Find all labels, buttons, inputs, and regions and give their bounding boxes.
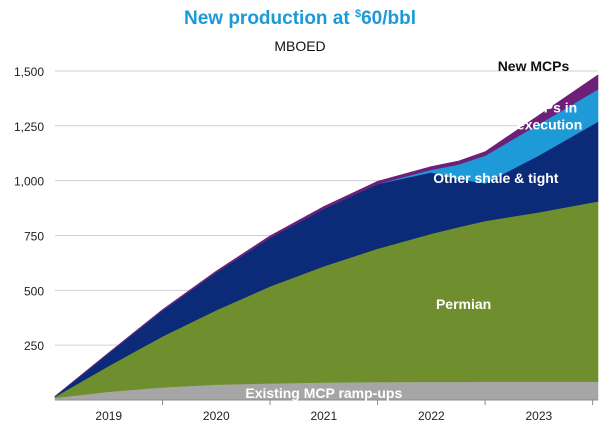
- chart-subtitle: MBOED: [274, 38, 326, 54]
- chart-title-currency: $: [354, 8, 362, 20]
- y-tick-label: 500: [24, 284, 44, 298]
- axes: 250 500 750 1,000 1,250 1,500 2019 2020 2021 2022…: [14, 65, 598, 423]
- y-tick-label: 1,500: [14, 65, 44, 79]
- chart-title-suffix: 60/bbl: [361, 8, 417, 29]
- chart-title-prefix: New production at: [183, 8, 355, 29]
- x-tick-label: 2019: [95, 409, 122, 423]
- series-label-existing-mcp-ramp-ups: Existing MCP ramp-ups: [245, 385, 402, 401]
- series-label-mcps-in-execution: MCPs in execution: [517, 100, 582, 133]
- series-labels: Existing MCP ramp-ups Permian Other shale …: [245, 58, 582, 401]
- area-new-mcps: [54, 74, 599, 397]
- series-label-other-shale-and-tight: Other shale & tight: [433, 170, 559, 186]
- chart-title: New production at $60/bbl: [0, 8, 600, 30]
- x-tick-label: 2021: [310, 409, 337, 423]
- x-tick-label: 2023: [526, 409, 553, 423]
- y-tick-label: 1,250: [14, 120, 44, 134]
- x-tick-label: 2022: [418, 409, 445, 423]
- series-label-new-mcps: New MCPs: [498, 58, 570, 74]
- y-tick-label: 250: [24, 339, 44, 353]
- y-tick-label: 750: [24, 229, 44, 243]
- y-tick-label: 1,000: [14, 175, 44, 189]
- series-label-permian: Permian: [436, 296, 491, 312]
- series-areas: [54, 74, 599, 401]
- x-tick-label: 2020: [203, 409, 230, 423]
